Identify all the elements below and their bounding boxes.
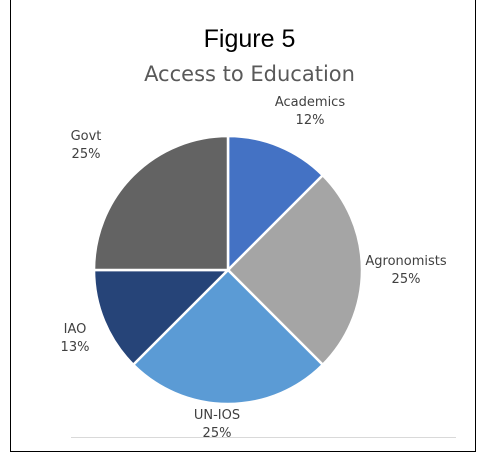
bottom-rule — [71, 437, 456, 438]
slice-percent: 25% — [72, 147, 101, 162]
slice-label-un-ios: UN-IOS 25% — [194, 408, 240, 441]
figure-label: Figure 5 — [203, 25, 296, 53]
slice-name: IAO — [64, 322, 87, 337]
pie-slice-un-ios — [131, 268, 325, 406]
slice-name: Academics — [275, 95, 345, 110]
slice-label-agronomists: Agronomists 25% — [365, 254, 446, 287]
chart-title: Access to Education — [144, 62, 355, 86]
slice-name: Agronomists — [365, 254, 446, 269]
pie-slice-academics — [226, 134, 325, 274]
slice-percent: 12% — [296, 113, 325, 128]
slice-name: UN-IOS — [194, 408, 240, 423]
slice-percent: 25% — [392, 272, 421, 287]
pie-slice-govt — [92, 134, 230, 272]
pie-labels: Academics 12% Agronomists 25% UN-IOS 25% IAO 13… — [61, 95, 447, 441]
slice-percent: 13% — [61, 340, 90, 355]
slice-label-govt: Govt 25% — [71, 129, 102, 162]
slice-percent: 25% — [203, 426, 232, 441]
slice-label-academics: Academics 12% — [275, 95, 345, 128]
pie-slices — [92, 134, 364, 406]
slice-name: Govt — [71, 129, 102, 144]
pie-slice-iao — [92, 268, 232, 367]
slice-label-iao: IAO 13% — [61, 322, 90, 355]
pie-slice-agronomists — [226, 173, 364, 367]
